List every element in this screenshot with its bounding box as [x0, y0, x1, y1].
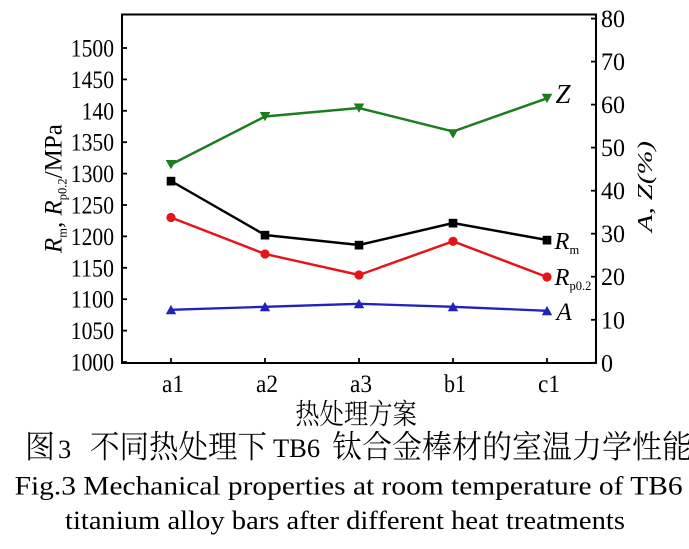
svg-text:A: A	[555, 299, 573, 326]
svg-text:3: 3	[58, 434, 71, 464]
svg-text:30: 30	[601, 219, 625, 248]
svg-text:70: 70	[601, 47, 625, 76]
svg-text:1500: 1500	[71, 34, 114, 63]
svg-text:1200: 1200	[71, 222, 114, 251]
svg-text:Z: Z	[556, 79, 572, 109]
svg-text:20: 20	[601, 262, 625, 291]
svg-text:1100: 1100	[71, 285, 114, 314]
svg-text:Rm: Rm	[554, 228, 580, 257]
svg-text:Fig.3 Mechanical properties a: Fig.3 Mechanical properties at room temp…	[15, 471, 683, 501]
svg-text:1250: 1250	[71, 191, 114, 220]
svg-text:80: 80	[601, 4, 625, 33]
svg-text:60: 60	[601, 90, 625, 119]
svg-text:1350: 1350	[71, 128, 114, 157]
svg-text:1000: 1000	[71, 348, 114, 377]
svg-text:1450: 1450	[71, 65, 114, 94]
svg-text:TB6: TB6	[273, 433, 320, 463]
svg-text:1150: 1150	[71, 253, 114, 282]
svg-text:A, Z(%): A, Z(%)	[633, 141, 657, 235]
svg-text:a1: a1	[162, 369, 184, 398]
svg-text:40: 40	[601, 176, 625, 205]
svg-text:titanium alloy bars after diff: titanium alloy bars after different heat…	[65, 505, 625, 535]
svg-text:10: 10	[601, 305, 625, 334]
svg-text:a3: a3	[350, 369, 372, 398]
svg-text:50: 50	[601, 133, 625, 162]
svg-text:Rm, Rp0.2/MPa: Rm, Rp0.2/MPa	[41, 124, 70, 254]
svg-text:c1: c1	[538, 369, 560, 398]
svg-text:a2: a2	[256, 369, 278, 398]
svg-text:Rp0.2: Rp0.2	[554, 264, 592, 293]
svg-text:b1: b1	[444, 369, 466, 398]
svg-text:1050: 1050	[71, 316, 114, 345]
svg-text:1300: 1300	[71, 159, 114, 188]
svg-text:0: 0	[601, 348, 613, 377]
svg-text:140: 140	[82, 96, 114, 125]
